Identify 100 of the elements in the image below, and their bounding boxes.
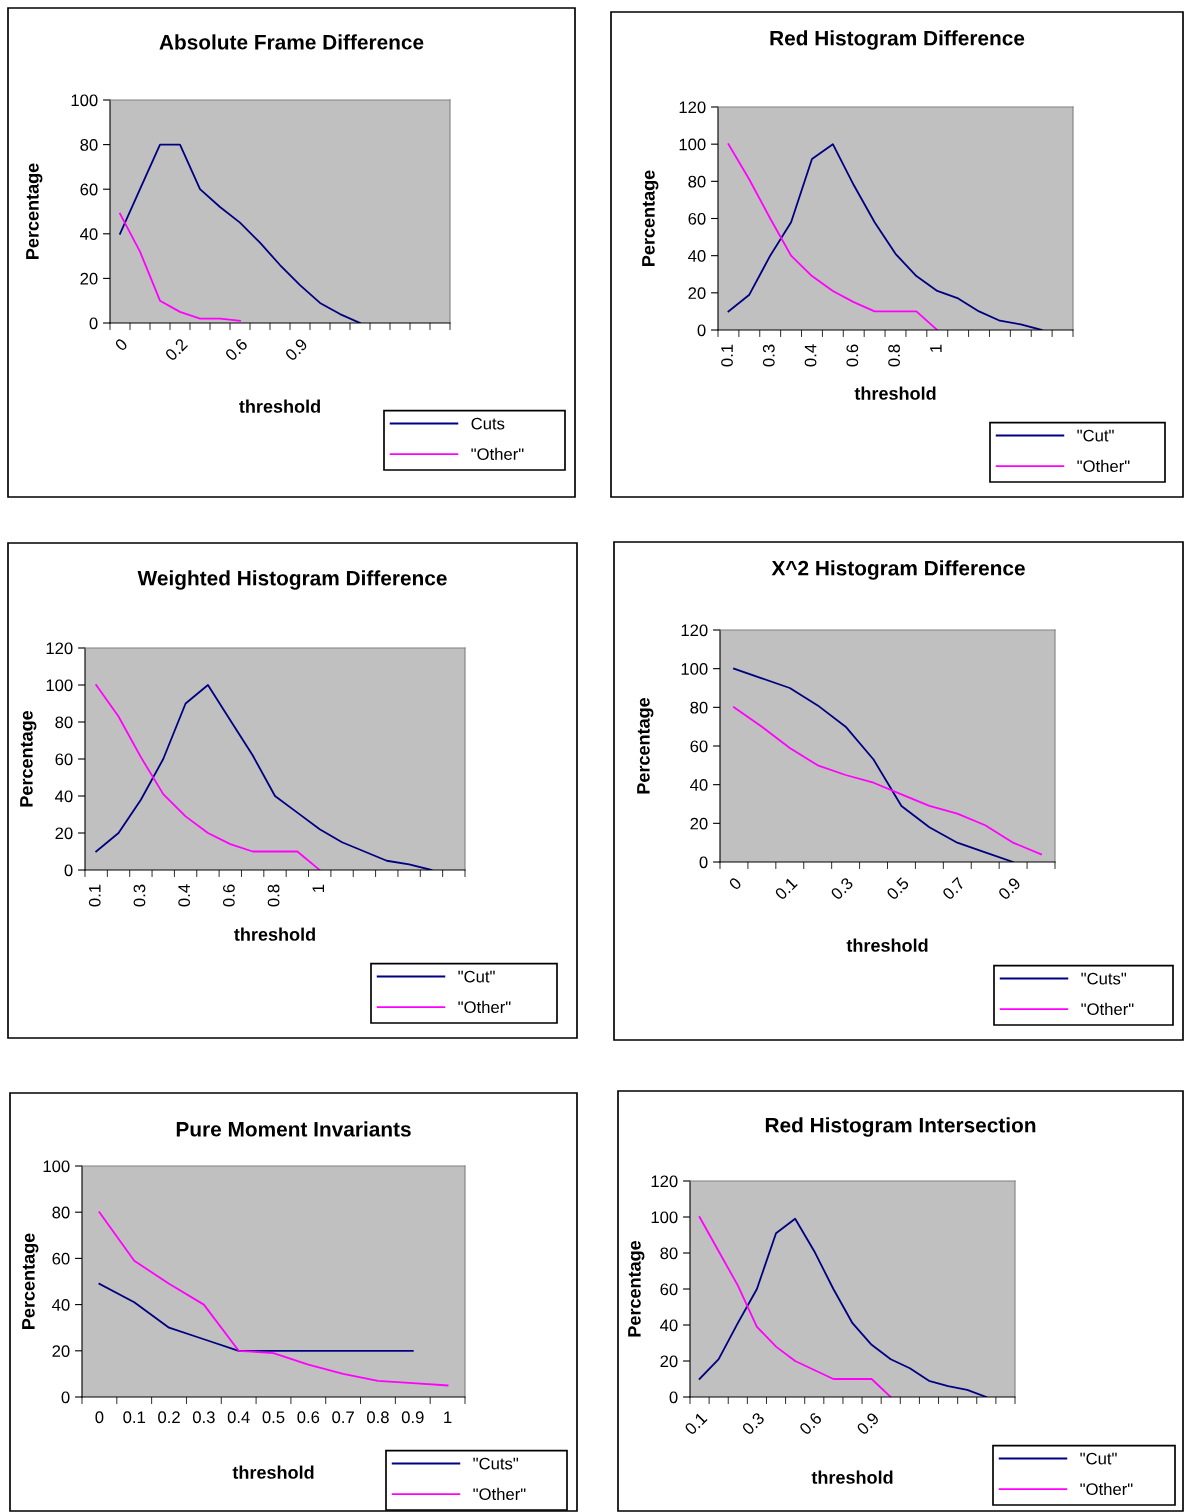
x-tick-label: 0.3: [830, 876, 854, 901]
legend-label: "Cuts": [1081, 972, 1127, 985]
x-tick-label: 0: [728, 876, 743, 891]
x-tick-label: 0.6: [222, 884, 235, 907]
x-tick-label: 0.1: [774, 876, 798, 901]
x-tick-label: 0.2: [158, 1411, 180, 1424]
x-axis-title: threshold: [854, 386, 936, 400]
y-tick-label: 20: [55, 827, 73, 840]
line-series: [119, 212, 241, 322]
x-tick-label: 0.6: [846, 344, 859, 367]
x-tick-label: 0.4: [227, 1411, 250, 1424]
x-tick-label: 1: [312, 884, 325, 892]
y-tick-label: 40: [80, 228, 98, 240]
y-axis-title: Percentage: [628, 1240, 645, 1337]
y-tick-label: 100: [679, 138, 706, 151]
y-tick-label: 120: [651, 1175, 678, 1188]
y-tick-label: 20: [52, 1345, 70, 1357]
x-tick-label: 0.5: [262, 1411, 285, 1424]
line-series: [733, 706, 1042, 856]
x-tick-label: 0: [114, 337, 129, 352]
y-tick-label: 40: [660, 1319, 678, 1332]
y-tick-label: 80: [52, 1206, 70, 1219]
y-tick-label: 60: [80, 183, 98, 196]
y-tick-label: 40: [55, 790, 73, 803]
y-tick-label: 120: [681, 624, 708, 637]
line-series: [698, 1216, 892, 1397]
y-tick-label: 60: [690, 740, 708, 753]
x-tick-label: 0.4: [804, 344, 817, 367]
x-tick-label: 0.6: [224, 337, 249, 362]
y-tick-label: 0: [669, 1391, 678, 1404]
y-tick-label: 40: [52, 1299, 70, 1311]
line-series: [733, 667, 1015, 862]
y-tick-label: 20: [690, 817, 708, 830]
y-tick-label: 80: [690, 701, 708, 714]
x-axis-title: threshold: [811, 1470, 893, 1484]
y-tick-label: 20: [688, 287, 706, 300]
x-tick-label: 0.7: [941, 876, 966, 901]
x-tick-label: 0.9: [856, 1411, 880, 1436]
y-tick-label: 20: [80, 272, 98, 285]
y-tick-label: 100: [71, 94, 98, 107]
line-series: [98, 1211, 449, 1387]
y-axis-title: Percentage: [26, 163, 43, 259]
x-tick-label: 0.8: [888, 344, 900, 367]
y-tick-label: 60: [55, 753, 73, 766]
legend-label: "Cut": [1080, 1452, 1117, 1465]
y-tick-label: 0: [64, 864, 73, 877]
y-tick-label: 100: [43, 1160, 70, 1173]
legend-label: "Other": [473, 1487, 526, 1501]
x-tick-label: 0.8: [267, 884, 280, 907]
line-series: [698, 1217, 988, 1397]
legend-label: "Other": [471, 447, 524, 461]
legend-label: Cuts: [471, 417, 505, 430]
y-tick-label: 100: [46, 679, 73, 692]
y-tick-label: 0: [89, 317, 98, 330]
x-tick-label: 0.1: [721, 344, 733, 367]
x-tick-label: 0.1: [88, 884, 101, 907]
chart-title: Absolute Frame Difference: [159, 34, 424, 50]
x-tick-label: 0.6: [297, 1411, 320, 1424]
chart-title: Red Histogram Intersection: [765, 1117, 1036, 1137]
y-tick-label: 120: [679, 101, 706, 114]
x-tick-label: 0.2: [164, 337, 189, 362]
y-tick-label: 0: [61, 1391, 70, 1404]
y-tick-label: 60: [688, 212, 706, 225]
x-axis-title: threshold: [234, 927, 315, 941]
chart-title: Pure Moment Invariants: [176, 1121, 411, 1137]
line-series: [119, 143, 361, 323]
x-tick-label: 0.1: [123, 1411, 145, 1424]
x-tick-label: 0.3: [741, 1411, 766, 1436]
y-tick-label: 60: [660, 1283, 678, 1296]
y-tick-label: 0: [697, 324, 706, 337]
x-tick-label: 0.5: [885, 876, 910, 901]
x-tick-label: 1: [444, 1411, 452, 1423]
y-axis-title: Percentage: [642, 170, 659, 266]
y-tick-label: 80: [660, 1247, 678, 1260]
x-axis-title: threshold: [232, 1465, 314, 1479]
chart-title: X^2 Histogram Difference: [771, 560, 1025, 580]
x-axis-title: threshold: [239, 399, 320, 413]
y-tick-label: 80: [55, 716, 73, 729]
y-tick-label: 20: [660, 1355, 678, 1368]
line-series: [727, 143, 939, 330]
y-tick-label: 100: [681, 663, 708, 675]
legend-label: "Cut": [458, 970, 495, 983]
y-tick-label: 60: [52, 1252, 70, 1265]
line-series: [727, 143, 1043, 330]
x-tick-label: 0.8: [367, 1411, 389, 1424]
x-tick-label: 0.7: [332, 1411, 354, 1424]
y-tick-label: 40: [688, 250, 706, 262]
y-axis-title: Percentage: [637, 697, 654, 794]
y-tick-label: 0: [699, 856, 708, 869]
x-tick-label: 0.3: [192, 1411, 215, 1424]
chart-title: Weighted Histogram Difference: [137, 570, 447, 590]
y-tick-label: 80: [688, 175, 706, 188]
chart-title: Red Histogram Difference: [770, 30, 1025, 50]
y-axis-title: Percentage: [20, 710, 37, 807]
x-tick-label: 0.1: [683, 1411, 708, 1436]
y-tick-label: 120: [46, 642, 73, 655]
y-tick-label: 40: [690, 779, 708, 791]
x-tick-label: 0.9: [401, 1411, 424, 1424]
legend-label: "Other": [1077, 459, 1130, 473]
legend-label: "Other": [458, 1000, 511, 1014]
